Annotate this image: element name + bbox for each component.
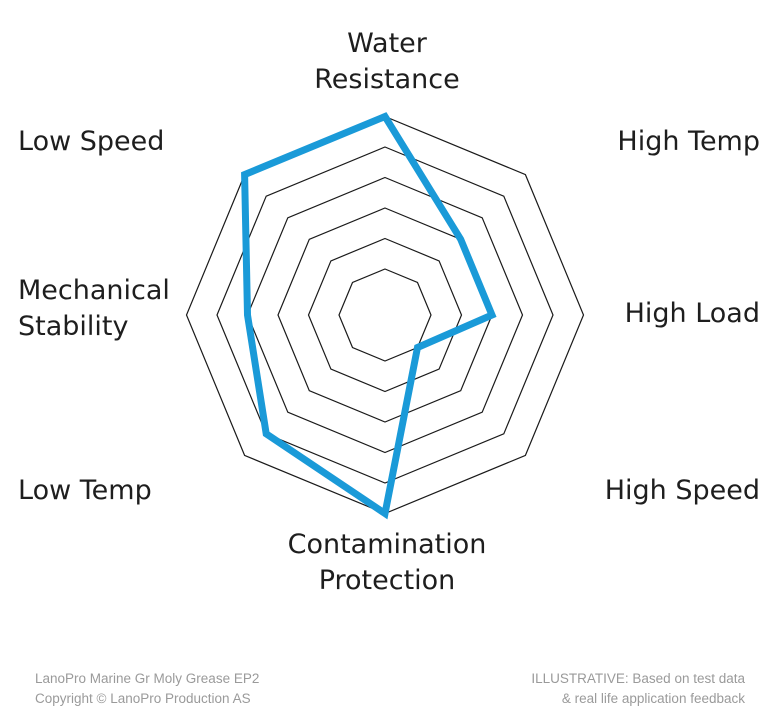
footer-copyright: Copyright © LanoPro Production AS [35,691,251,706]
grid-ring-2 [307,237,463,393]
axis-label-2: High Load [625,298,760,329]
axis-labels: Water Resistance High Temp High Load High Sp… [18,28,760,596]
grid-ring-4 [246,176,524,454]
axis-label-1: High Temp [617,126,760,157]
axis-label-6: Mechanical [18,275,170,306]
axis-label-0: Resistance [314,64,460,95]
axis-label-7: Low Speed [18,126,164,157]
radar-series [241,112,497,520]
grid-ring-5 [216,146,554,484]
footer-note-line2: & real life application feedback [562,691,745,706]
footer-product: LanoPro Marine Gr Moly Grease EP2 [35,671,259,686]
axis-label-5: Low Temp [18,475,152,506]
footer-note-line1: ILLUSTRATIVE: Based on test data [531,671,745,686]
axis-label-4: Contamination [288,529,487,560]
axis-label-0: Water [347,28,428,59]
axis-label-4: Protection [319,565,456,596]
axis-label-6: Stability [18,311,129,342]
axis-label-3: High Speed [605,475,760,506]
grid-ring-1 [338,268,432,362]
